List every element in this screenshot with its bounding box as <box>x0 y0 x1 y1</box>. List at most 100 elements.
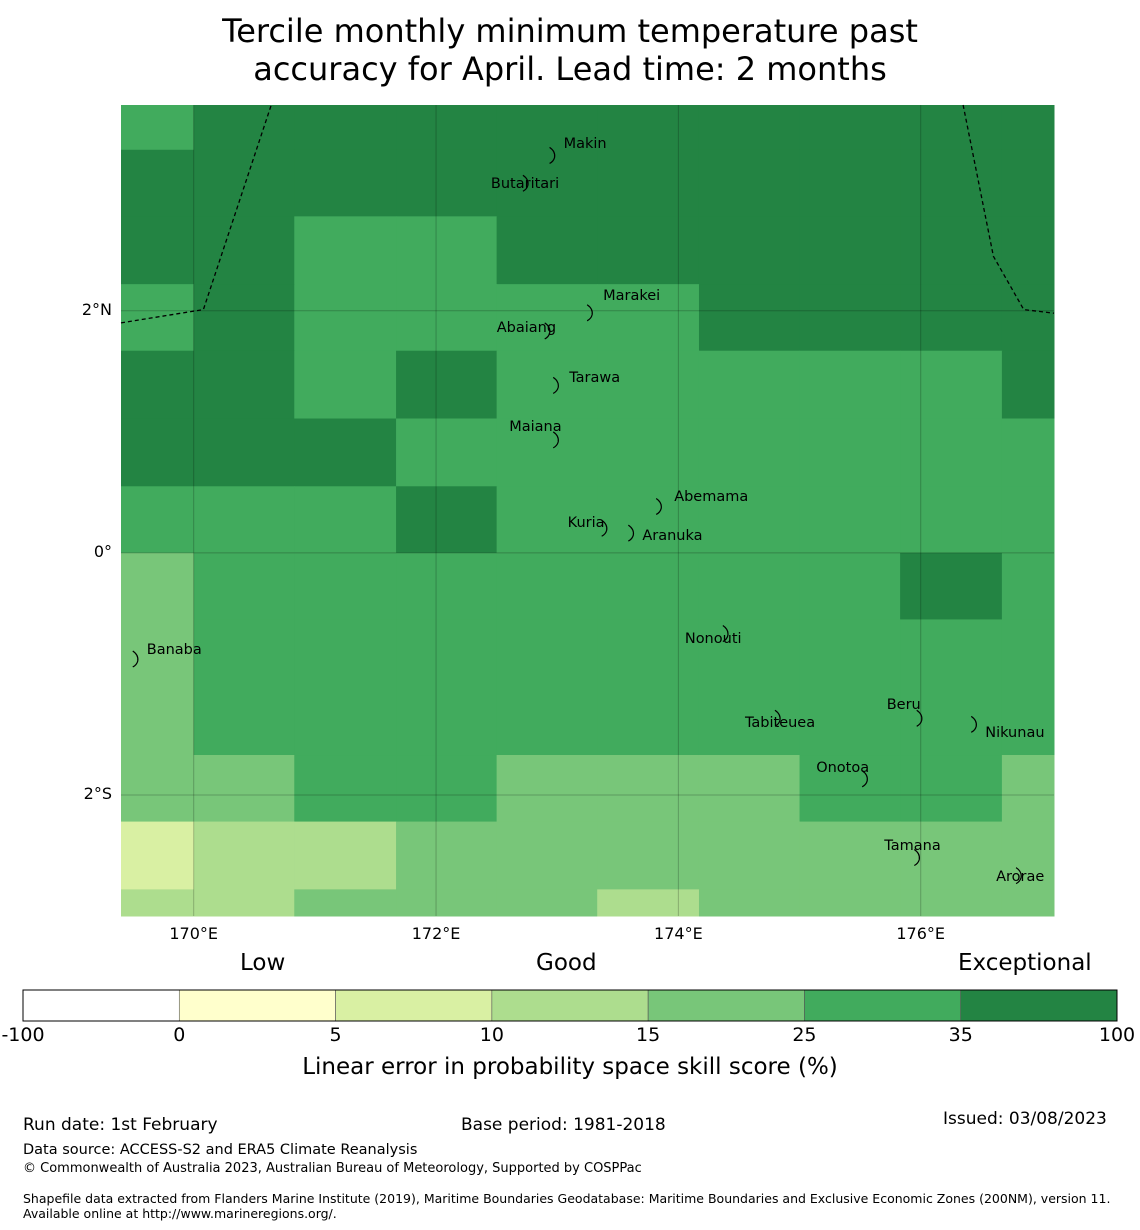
colorbar-category-good: Good <box>536 950 597 976</box>
grid-cell <box>698 418 801 487</box>
grid-cell <box>597 350 700 420</box>
island-label: Makin <box>563 136 607 153</box>
grid-cell <box>698 889 801 917</box>
grid-cell <box>1001 486 1055 554</box>
grid-cell <box>121 552 195 620</box>
grid-cell <box>496 755 598 823</box>
colorbar-tick-label: 5 <box>329 1024 342 1046</box>
grid-cell <box>799 284 901 352</box>
grid-cell <box>496 105 598 151</box>
grid-cell <box>193 105 295 151</box>
grid-cell <box>900 105 1003 151</box>
island-label: Marakei <box>603 287 661 304</box>
island-label: Tabiteuea <box>744 715 816 732</box>
grid-cell <box>193 821 295 890</box>
colorbar-segment <box>22 989 180 1022</box>
grid-cell <box>900 821 1003 890</box>
grid-cell <box>121 755 195 823</box>
island-outline <box>544 322 551 340</box>
grid-cell <box>496 889 598 917</box>
grid-cell <box>496 486 598 554</box>
grid-cell <box>799 552 901 620</box>
grid-cell <box>396 889 498 917</box>
grid-cell <box>1001 821 1055 890</box>
grid-cell <box>698 821 801 890</box>
grid-cell <box>1001 284 1055 352</box>
grid-cell <box>900 149 1003 217</box>
grid-cell <box>496 350 598 420</box>
island-outline <box>132 650 139 668</box>
island-outline <box>1015 867 1022 885</box>
grid-cell <box>193 350 295 420</box>
grid-cell <box>1001 418 1055 487</box>
grid-cell <box>294 619 397 756</box>
island-outline <box>861 770 868 788</box>
grid-cell <box>597 418 700 487</box>
grid-cell <box>121 216 195 285</box>
island-outline <box>601 519 608 537</box>
grid-cell <box>597 619 700 756</box>
grid-cell <box>396 821 498 890</box>
island-outline <box>916 709 923 727</box>
map-plot <box>120 104 1055 917</box>
island-outline <box>913 848 921 867</box>
grid-cell <box>294 216 397 285</box>
grid-cell <box>121 486 195 554</box>
map-labels: 170°E 172°E 174°E 176°E 2°N 0° 2°S Makin Butarit… <box>81 136 1045 943</box>
grid-cell <box>121 149 195 217</box>
grid-cell <box>496 821 598 890</box>
colorbar-tick-label: 35 <box>948 1024 973 1046</box>
grid-cell <box>698 149 801 217</box>
grid-cell <box>597 105 700 151</box>
colorbar-tick-label: 0 <box>173 1024 186 1046</box>
grid-cell <box>396 755 498 823</box>
grid-cell <box>294 755 397 823</box>
island-outline <box>627 524 635 542</box>
grid-cell <box>698 755 801 823</box>
eez-boundary-west <box>120 104 272 324</box>
island-label: Arorae <box>996 868 1045 885</box>
grid-cell <box>900 486 1003 554</box>
grid-cell <box>294 889 397 917</box>
grid-cell <box>193 216 295 285</box>
island-label: Abaiang <box>496 319 557 336</box>
grid-cell <box>597 284 700 352</box>
shapefile-credit: Shapefile data extracted from Flanders M… <box>23 1191 1111 1221</box>
graticule <box>121 105 1054 916</box>
lat-tick-label: 2°N <box>81 299 112 319</box>
grid-cell <box>121 619 195 756</box>
island-outline <box>522 174 529 192</box>
grid-cell <box>597 821 700 890</box>
lon-tick-label: 174°E <box>654 924 703 943</box>
grid-cell <box>799 755 901 823</box>
colorbar-segment <box>960 989 1118 1022</box>
grid-cell <box>193 418 295 487</box>
grid-cell <box>799 350 901 420</box>
grid-cell <box>396 350 498 420</box>
grid-cell <box>193 755 295 823</box>
grid-cell <box>294 105 397 151</box>
island-outline <box>549 146 556 164</box>
lat-tick-label: 0° <box>93 541 112 561</box>
grid-cell <box>698 216 801 285</box>
lon-tick-label: 176°E <box>896 924 946 943</box>
grid-cell <box>396 486 498 554</box>
grid-cell <box>121 821 195 890</box>
grid-cell <box>121 350 195 420</box>
grid-cell <box>799 619 901 756</box>
grid-cell <box>597 486 700 554</box>
colorbar-segment <box>178 989 336 1022</box>
grid-cell <box>294 552 397 620</box>
grid-cell <box>121 105 195 151</box>
colorbar-ticks: -100 0 5 10 15 25 35 100 <box>0 1024 1140 1052</box>
chart-title-line-1: Tercile monthly minimum temperature past <box>222 12 918 50</box>
grid-cell <box>294 821 397 890</box>
run-date: Run date: 1st February <box>23 1115 218 1135</box>
colorbar-tick-label: 10 <box>479 1024 504 1046</box>
eez-boundaries <box>120 104 1055 324</box>
grid-cell <box>900 350 1003 420</box>
island-outline <box>774 709 781 727</box>
grid-cell <box>597 216 700 285</box>
grid-cell <box>698 552 801 620</box>
grid-cell <box>900 216 1003 285</box>
